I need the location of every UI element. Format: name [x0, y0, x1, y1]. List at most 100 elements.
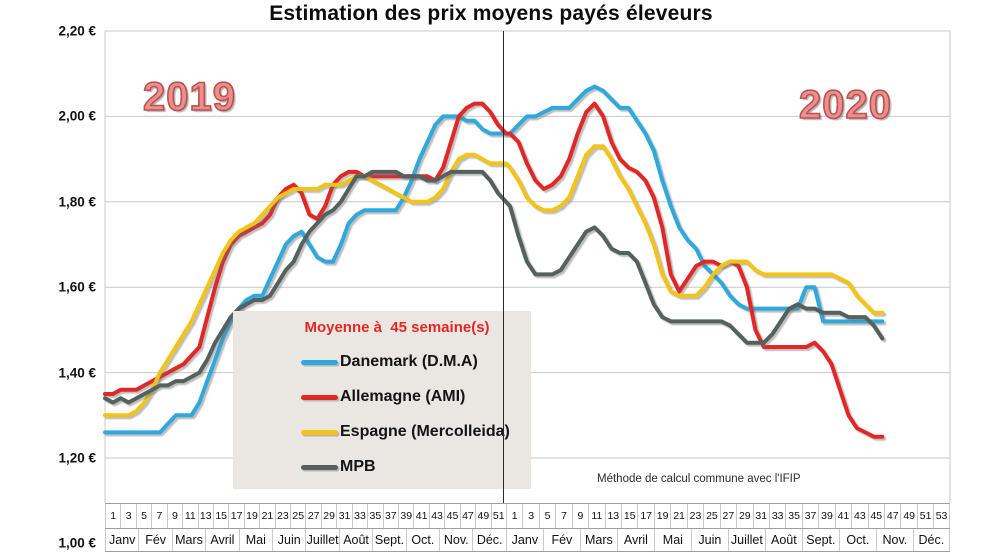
month-tick-label: Août: [764, 529, 802, 551]
week-tick-label: 15: [621, 504, 637, 528]
week-tick-label: 19: [243, 504, 259, 528]
week-tick-label: 23: [686, 504, 703, 528]
month-tick-label: Mai: [238, 529, 272, 551]
legend-item: Allemagne (AMI): [301, 388, 531, 406]
y-axis-label: 2,20 €: [58, 23, 96, 39]
legend-item: MPB: [301, 458, 531, 476]
week-tick-label: 5: [135, 504, 151, 528]
week-tick-label: 27: [719, 504, 736, 528]
week-tick-label: 21: [259, 504, 274, 528]
legend-label: Danemark (D.M.A): [340, 353, 478, 370]
week-tick-label: 31: [752, 504, 769, 528]
month-tick-label: Avril: [205, 529, 238, 551]
week-tick-label: 49: [475, 504, 490, 528]
month-tick-label: Mars: [579, 529, 617, 551]
week-tick-label: 23: [274, 504, 290, 528]
week-tick-label: 33: [351, 504, 367, 528]
month-tick-label: Juillet: [727, 529, 765, 551]
week-tick-label: 37: [801, 504, 818, 528]
legend-title: Moyenne à 45 semaine(s): [304, 319, 490, 336]
week-tick-label: 29: [736, 504, 752, 528]
week-tick-label: 43: [851, 504, 867, 528]
month-tick-label: Déc.: [472, 529, 505, 551]
week-tick-label: 45: [444, 504, 459, 528]
week-tick-label: 17: [228, 504, 243, 528]
month-tick-label: Juillet: [305, 529, 339, 551]
week-tick-label: 7: [151, 504, 166, 528]
y-axis-label: 1,20 €: [58, 450, 96, 466]
month-tick-label: Avril: [616, 529, 654, 551]
month-tick-label: Sept.: [372, 529, 405, 551]
week-tick-label: 39: [818, 504, 834, 528]
legend-item: Danemark (D.M.A): [301, 353, 531, 371]
series-line-allemagne: [103, 101, 885, 439]
week-tick-label: 33: [768, 504, 785, 528]
legend-swatch-icon: [301, 464, 338, 470]
month-tick-label: Janv: [105, 529, 138, 551]
week-tick-label: 43: [428, 504, 444, 528]
week-tick-label: 9: [166, 504, 182, 528]
week-tick-label: 47: [884, 504, 900, 528]
year-divider-line: [503, 31, 505, 503]
month-tick-label: Août: [338, 529, 372, 551]
legend-items: Danemark (D.M.A) Allemagne (AMI) Espagne (…: [233, 353, 531, 476]
week-tick-label: 37: [382, 504, 398, 528]
legend-swatch-icon: [301, 394, 338, 400]
week-tick-label: 27: [305, 504, 320, 528]
week-tick-label: 49: [900, 504, 916, 528]
week-tick-label: 35: [785, 504, 801, 528]
week-tick-label: 29: [320, 504, 336, 528]
y-axis-label: 1,80 €: [58, 194, 96, 210]
week-tick-label: 21: [670, 504, 686, 528]
y-axis-label: 1,00 €: [58, 535, 96, 551]
month-tick-label: Mars: [171, 529, 205, 551]
month-tick-label: Juin: [690, 529, 728, 551]
week-tick-label: 51: [490, 504, 506, 528]
week-tick-label: 25: [290, 504, 305, 528]
legend-label: Espagne (Mercolleida): [340, 423, 510, 440]
week-tick-label: 13: [604, 504, 621, 528]
x-axis-weeks: 1 3 5 7 9 11 13 15 17 19 21 23 25 27 29 31 33 35 37 39 41 43 4…: [105, 503, 950, 529]
week-tick-label: 41: [413, 504, 428, 528]
week-tick-label: 31: [336, 504, 351, 528]
week-tick-label: 15: [212, 504, 228, 528]
y-axis-label: 1,40 €: [58, 365, 96, 381]
y-axis-label: 1,60 €: [58, 279, 96, 295]
series-line-espagne: [103, 144, 885, 418]
legend-box: Moyenne à 45 semaine(s) Danemark (D.M.A)…: [233, 311, 531, 489]
month-tick-label: Fév: [542, 529, 580, 551]
month-tick-label: Oct.: [405, 529, 439, 551]
week-tick-label: 7: [555, 504, 571, 528]
week-tick-label: 3: [522, 504, 538, 528]
month-tick-label: Sept.: [801, 529, 839, 551]
month-tick-label: Janv: [505, 529, 543, 551]
week-tick-label: 45: [867, 504, 884, 528]
week-tick-label: 53: [933, 504, 950, 528]
legend-label: MPB: [340, 458, 376, 475]
legend-swatch-icon: [301, 429, 338, 435]
month-tick-label: Juin: [272, 529, 305, 551]
week-tick-label: 1: [105, 504, 120, 528]
week-tick-label: 51: [916, 504, 933, 528]
week-tick-label: 39: [398, 504, 413, 528]
week-tick-label: 11: [182, 504, 197, 528]
chart-title: Estimation des prix moyens payés éleveur…: [269, 2, 713, 25]
week-tick-label: 41: [834, 504, 851, 528]
month-tick-label: Déc.: [912, 529, 950, 551]
week-tick-label: 11: [588, 504, 604, 528]
legend-swatch-icon: [301, 359, 338, 365]
month-tick-label: Oct.: [838, 529, 876, 551]
method-annotation: Méthode de calcul commune avec l'IFIP: [597, 473, 801, 485]
month-tick-label: Nov.: [875, 529, 913, 551]
week-tick-label: 19: [653, 504, 670, 528]
year-label-2020: 2020: [798, 82, 892, 128]
week-tick-label: 3: [120, 504, 135, 528]
y-axis-label: 2,00 €: [58, 108, 96, 124]
week-tick-label: 47: [459, 504, 475, 528]
week-tick-label: 35: [367, 504, 382, 528]
series-line-danemark: [103, 84, 885, 435]
week-tick-label: 25: [703, 504, 719, 528]
week-tick-label: 9: [571, 504, 588, 528]
week-tick-label: 13: [197, 504, 213, 528]
